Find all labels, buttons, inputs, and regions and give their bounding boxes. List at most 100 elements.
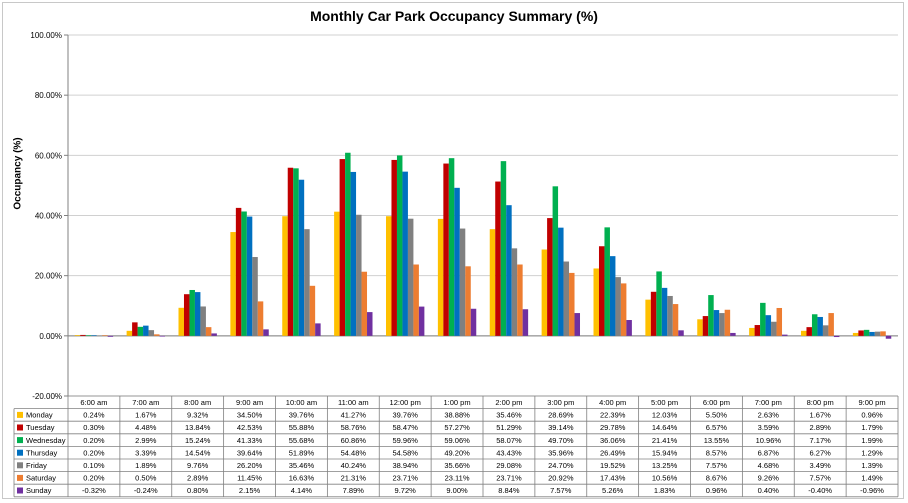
category-label: 9:00 pm [859, 398, 886, 407]
bar [885, 335, 892, 339]
series-name: Monday [26, 411, 53, 420]
bar [148, 330, 155, 336]
y-tick-label: -20.00% [32, 392, 62, 401]
data-label: 55.88% [289, 423, 315, 432]
legend-key [17, 474, 23, 481]
data-label: 5.50% [706, 411, 728, 420]
bar [80, 334, 86, 336]
bar [470, 308, 477, 336]
data-label: 13.25% [652, 461, 678, 470]
data-label: 1.99% [861, 436, 883, 445]
legend-key [17, 462, 23, 469]
bar [713, 310, 720, 336]
data-label: 39.14% [548, 423, 574, 432]
legend-key [17, 487, 23, 494]
data-label: 59.96% [392, 436, 418, 445]
chart-title: Monthly Car Park Occupancy Summary (%) [310, 8, 598, 24]
bar [615, 277, 621, 336]
data-label: 7.57% [550, 486, 572, 495]
bar [817, 316, 823, 336]
series-name: Friday [26, 461, 47, 470]
bar [74, 335, 81, 336]
bar [760, 302, 766, 336]
y-tick-label: 0.00% [39, 332, 62, 341]
bar [609, 256, 616, 336]
bar [749, 327, 755, 336]
data-label: 49.70% [548, 436, 574, 445]
bar [396, 155, 403, 336]
bar [367, 312, 373, 336]
y-tick-label: 80.00% [35, 91, 62, 100]
series-name: Thursday [26, 448, 58, 457]
bar [620, 283, 627, 336]
data-label: 15.94% [652, 448, 678, 457]
bar [765, 315, 772, 336]
category-label: 1:00 pm [444, 398, 471, 407]
bar [235, 207, 242, 336]
bar [85, 335, 92, 336]
bar [402, 171, 408, 336]
data-label: -0.24% [134, 486, 158, 495]
category-label: 3:00 pm [547, 398, 574, 407]
data-label: 9.72% [395, 486, 417, 495]
data-label: 43.43% [496, 448, 522, 457]
data-label: 3.59% [758, 423, 780, 432]
bar [511, 248, 518, 336]
bar [96, 335, 103, 337]
bar [189, 289, 195, 336]
data-label: 21.31% [341, 474, 367, 483]
data-label: 39.76% [392, 411, 418, 420]
bar [730, 332, 736, 336]
y-tick-label: 60.00% [35, 151, 62, 160]
category-label: 6:00 am [80, 398, 107, 407]
bar [418, 306, 425, 336]
data-label: 2.15% [239, 486, 261, 495]
bar [154, 334, 160, 336]
data-label: 0.96% [706, 486, 728, 495]
data-label: 0.50% [135, 474, 157, 483]
data-label: 29.08% [496, 461, 522, 470]
data-label: 11.45% [237, 474, 262, 483]
data-label: 40.24% [341, 461, 367, 470]
data-label: 41.33% [237, 436, 263, 445]
bar [339, 159, 346, 336]
bar [495, 181, 501, 336]
data-label: 15.24% [185, 436, 211, 445]
data-label: 7.17% [810, 436, 832, 445]
bar [437, 218, 444, 336]
bar [833, 335, 840, 338]
bar [806, 327, 812, 336]
data-label: 58.07% [496, 436, 522, 445]
bar [257, 301, 264, 336]
bar [708, 295, 714, 336]
bar [667, 295, 673, 336]
bar [413, 264, 419, 336]
category-label: 7:00 am [132, 398, 159, 407]
data-label: 51.29% [496, 423, 522, 432]
category-label: 5:00 pm [651, 398, 678, 407]
bar [361, 271, 368, 336]
data-label: 1.39% [861, 461, 883, 470]
bar [645, 299, 651, 336]
bar [522, 309, 529, 336]
bar [459, 228, 466, 336]
data-label: 1.89% [135, 461, 157, 470]
bar [650, 291, 657, 336]
data-label: 41.27% [341, 411, 367, 420]
bar [287, 167, 294, 336]
bar [811, 314, 818, 336]
data-label: 23.71% [392, 474, 418, 483]
data-label: 0.20% [83, 448, 105, 457]
data-label: 6.27% [810, 448, 832, 457]
data-label: 55.68% [289, 436, 315, 445]
bar [448, 158, 455, 336]
data-label: 8.84% [498, 486, 520, 495]
data-label: 4.14% [291, 486, 313, 495]
data-label: 12.03% [652, 411, 678, 420]
data-label: 16.63% [289, 474, 315, 483]
bar [304, 229, 310, 336]
bar [678, 330, 684, 336]
bar [159, 335, 166, 337]
data-label: -0.32% [82, 486, 106, 495]
bar [91, 335, 97, 336]
